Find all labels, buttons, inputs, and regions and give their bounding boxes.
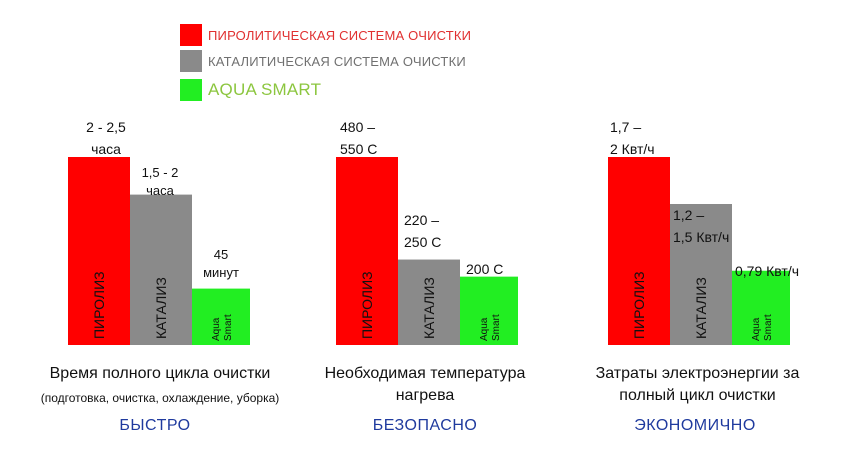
bar-label-energy-catalysis: КАТАЛИЗ [693,277,709,339]
panel-title-energy: Затраты электроэнергии за полный цикл оч… [595,365,800,404]
panel-note-time: (подготовка, очистка, охлаждение, уборка… [40,391,280,405]
value-label-energy-catalysis: 1,2 – 1,5 Квт/ч [673,207,730,245]
bar-energy-aqua-smart [732,270,790,345]
legend-swatch-aqua-smart [180,79,202,101]
value-label-temp-aqua-smart: 200 С [466,261,504,277]
value-label-energy-pyrolysis: 1,7 – 2 Квт/ч [610,119,655,157]
bar-label-temperature-catalysis: КАТАЛИЗ [421,277,437,339]
value-label-time-aqua-smart: 45 минут [203,247,239,280]
bar-temperature-pyrolysis [336,157,398,345]
value-label-temp-pyrolysis: 480 – 550 С [340,119,378,157]
legend-item-pyrolysis: ПИРОЛИТИЧЕСКАЯ СИСТЕМА ОЧИСТКИ [180,24,471,46]
bar-time-aqua-smart [192,288,250,345]
panel-tag-temperature: БЕЗОПАСНО [372,417,478,434]
panel-tag-time: БЫСТРО [119,417,191,434]
value-label-energy-aqua-smart: 0,79 Квт/ч [735,263,800,279]
bar-temperature-aqua-smart [460,276,518,345]
bar-label-energy-pyrolysis: ПИРОЛИЗ [631,271,647,339]
bar-energy-pyrolysis [608,157,670,345]
bar-label-temperature-aqua-smart: AquaSmart [479,314,502,341]
value-label-time-pyrolysis: 2 - 2,5 часа [86,119,126,157]
bar-time-pyrolysis [68,157,130,345]
value-label-time-catalysis: 1,5 - 2 часа [141,165,179,198]
bar-label-time-pyrolysis: ПИРОЛИЗ [91,271,107,339]
bar-label-time-aqua-smart: AquaSmart [211,314,234,341]
panel-title-temperature: Необходимая температура нагрева [324,365,526,404]
legend-swatch-catalysis [180,50,202,72]
value-label-temp-catalysis: 220 – 250 С [404,212,442,250]
bar-label-energy-aqua-smart: AquaSmart [751,314,774,341]
legend-item-aqua-smart: AQUA SMART [180,79,321,101]
legend-label-pyrolysis: ПИРОЛИТИЧЕСКАЯ СИСТЕМА ОЧИСТКИ [208,27,472,43]
panel-tag-energy: ЭКОНОМИЧНО [634,417,756,434]
bar-energy-catalysis [670,204,732,345]
bar-label-temperature-pyrolysis: ПИРОЛИЗ [359,271,375,339]
legend-swatch-pyrolysis [180,24,202,46]
legend-item-catalysis: КАТАЛИТИЧЕСКАЯ СИСТЕМА ОЧИСТКИ [180,50,466,72]
panel-title-time: Время полного цикла очистки [49,365,271,382]
legend-label-aqua-smart: AQUA SMART [208,80,322,99]
bar-time-catalysis [130,194,192,345]
bar-label-time-catalysis: КАТАЛИЗ [153,277,169,339]
legend-label-catalysis: КАТАЛИТИЧЕСКАЯ СИСТЕМА ОЧИСТКИ [208,53,466,69]
bar-temperature-catalysis [398,259,460,345]
